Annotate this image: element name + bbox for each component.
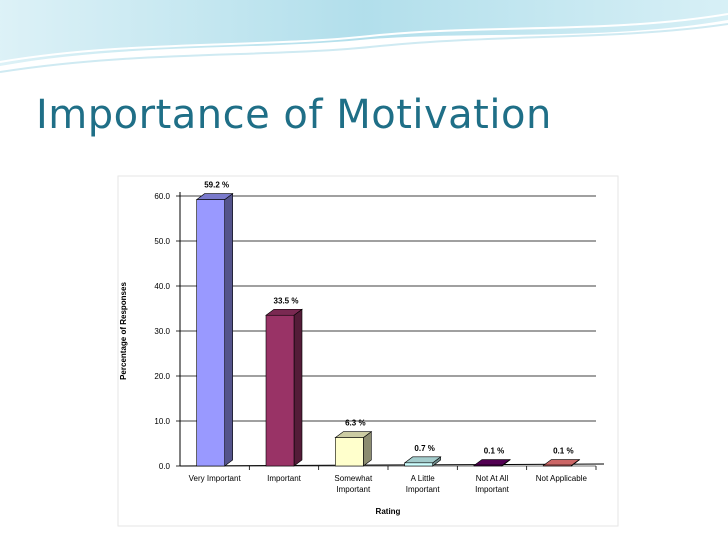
- bar: [404, 462, 433, 467]
- slide-title: Importance of Motivation: [36, 92, 552, 138]
- bar: [335, 437, 364, 467]
- x-axis-label: Rating: [376, 507, 401, 516]
- x-tick-label: Important: [267, 474, 302, 483]
- y-tick-label: 10.0: [154, 417, 170, 426]
- y-tick-label: 60.0: [154, 192, 170, 201]
- x-tick-label: Important: [406, 485, 441, 494]
- x-tick-label: Very Important: [189, 474, 242, 483]
- y-tick-label: 50.0: [154, 237, 170, 246]
- slide-header-wave: [0, 0, 728, 73]
- bar: [196, 199, 225, 467]
- y-tick-label: 20.0: [154, 372, 170, 381]
- bar: [265, 314, 295, 467]
- data-label: 0.1 %: [553, 447, 573, 456]
- y-axis-label: Percentage of Responses: [119, 282, 128, 380]
- x-tick-label: Not At All: [476, 474, 509, 483]
- data-label: 6.3 %: [345, 419, 365, 428]
- data-label: 0.1 %: [484, 447, 504, 456]
- x-tick-label: Not Applicable: [536, 474, 588, 483]
- bar-chart: 0.0 10.0 20.0 30.0 40.0 50.0 60.0 Percentage of…: [117, 175, 619, 527]
- x-tick-label: Important: [336, 485, 371, 494]
- x-tick-label: Somewhat: [334, 474, 373, 483]
- bar-side: [224, 193, 233, 467]
- data-label: 0.7 %: [414, 444, 434, 453]
- plot-area: 0.0 10.0 20.0 30.0 40.0 50.0 60.0 Percentage of…: [117, 175, 619, 527]
- bar: [543, 464, 572, 467]
- y-tick-label: 30.0: [154, 327, 170, 336]
- y-tick-label: 40.0: [154, 282, 170, 291]
- bar: [473, 464, 503, 467]
- x-axis: [179, 463, 605, 467]
- y-tick-label: 0.0: [159, 462, 171, 471]
- bar-side: [293, 308, 303, 467]
- x-tick-label: A Little: [411, 474, 436, 483]
- x-tick-label: Important: [475, 485, 510, 494]
- data-label: 59.2 %: [204, 181, 229, 190]
- data-label: 33.5 %: [274, 296, 299, 305]
